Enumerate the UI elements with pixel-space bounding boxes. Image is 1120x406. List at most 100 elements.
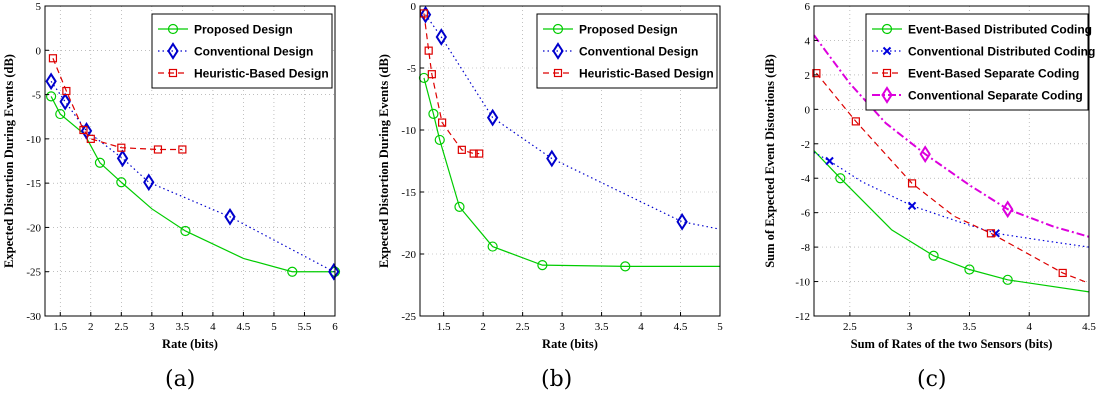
x-tick-label: 1.5 — [53, 321, 67, 333]
legend-marker — [882, 68, 892, 78]
data-point — [94, 157, 106, 168]
data-point — [435, 28, 448, 46]
x-tick-label: 3.5 — [175, 321, 189, 333]
series-line-1 — [423, 77, 720, 267]
data-point — [812, 69, 821, 78]
data-point — [991, 229, 1000, 238]
x-tick-label: 4 — [1026, 321, 1032, 333]
caption-b: (b) — [541, 367, 573, 392]
data-point — [835, 173, 846, 184]
chart-svg: 2.5 3 3.5 4 4.5 -12 -10 -8 -6 -4 -2 0 2 4 6 Sum of Rate… — [763, 1, 1096, 351]
series-line-4 — [813, 34, 1090, 238]
data-point — [986, 229, 996, 238]
data-point — [59, 92, 71, 111]
data-point — [62, 86, 71, 96]
y-tick-label: -8 — [801, 242, 811, 254]
data-point — [486, 108, 499, 127]
data-point — [1002, 200, 1014, 219]
series-markers-1 — [418, 72, 631, 272]
y-tick-label: 0 — [805, 104, 811, 116]
data-point — [825, 156, 834, 166]
data-point — [434, 134, 445, 146]
chart-panel-a: 1.5 2 2.5 3 3.5 4 4.5 5 5.5 6 -30 -25 -20 -15 -10 -5 0 5 R… — [0, 0, 375, 406]
series-markers-2 — [419, 5, 688, 231]
x-tick-label: 4.5 — [1082, 321, 1096, 333]
legend-marker — [552, 42, 564, 60]
y-tick-label: -10 — [795, 277, 810, 289]
x-tick-label: 5.5 — [298, 321, 312, 333]
series-markers-1 — [46, 91, 341, 277]
y-tick-label: -20 — [26, 222, 41, 234]
y-tick-label: -5 — [32, 90, 42, 102]
data-point — [153, 145, 163, 154]
x-tick-label: 2.5 — [843, 321, 857, 333]
y-axis-label: Expected Distortion During Events (dB) — [377, 54, 391, 268]
y-tick-label: -5 — [407, 63, 417, 75]
y-tick-label: -25 — [401, 311, 416, 323]
y-tick-label: 4 — [805, 35, 811, 47]
chart-panel-b: 1.5 2 2.5 3 3.5 4 4.5 5 -25 -20 -15 -10 -5 0 Rate (bit… — [375, 0, 750, 406]
y-tick-label: -15 — [26, 178, 41, 190]
data-point — [928, 250, 939, 261]
y-tick-label: 2 — [805, 70, 811, 82]
chart-svg: 1.5 2 2.5 3 3.5 4 4.5 5 5.5 6 -30 -25 -20 -15 -10 -5 0 5 R… — [2, 1, 341, 351]
legend: Proposed Design Conventional Design Heuris… — [151, 13, 333, 89]
series-line-3 — [52, 58, 183, 151]
y-tick-label: -12 — [795, 311, 810, 323]
legend: Event-Based Distributed Coding Convention… — [865, 13, 1095, 111]
data-point — [428, 108, 439, 119]
series-markers-3 — [48, 54, 187, 154]
data-point — [45, 72, 57, 91]
x-tick-label: 3 — [149, 321, 155, 333]
series-markers-3 — [419, 9, 484, 158]
y-tick-label: 0 — [36, 45, 42, 57]
legend-marker — [552, 23, 564, 35]
data-point — [143, 173, 155, 192]
x-tick-label: 5 — [271, 321, 277, 333]
data-point — [620, 261, 631, 272]
y-tick-label: -10 — [401, 125, 416, 137]
data-point — [537, 260, 548, 271]
data-point — [964, 264, 975, 275]
series-markers-4 — [919, 145, 1014, 219]
caption-a: (a) — [165, 367, 196, 392]
x-tick-label: 2.5 — [114, 321, 128, 333]
y-tick-label: -25 — [26, 267, 41, 279]
x-tick-label: 3 — [559, 321, 565, 333]
data-point — [328, 262, 340, 281]
x-tick-label: 2 — [88, 321, 94, 333]
y-tick-label: 0 — [411, 1, 417, 13]
y-tick-label: -15 — [401, 187, 416, 199]
data-point — [287, 266, 298, 277]
y-tick-label: -20 — [401, 249, 416, 261]
data-point — [457, 145, 466, 154]
legend-entry-label: Event-Based Separate Coding — [908, 67, 1079, 81]
x-tick-label: 1.5 — [437, 321, 451, 333]
legend-marker — [167, 23, 179, 35]
data-point — [438, 118, 447, 127]
x-tick-label: 4 — [638, 321, 644, 333]
y-tick-label: -4 — [801, 173, 811, 185]
data-point — [851, 117, 860, 126]
data-point — [86, 134, 95, 143]
x-tick-label: 3 — [907, 321, 913, 333]
data-point — [48, 54, 58, 63]
x-tick-label: 2.5 — [516, 321, 530, 333]
data-point — [117, 143, 126, 152]
legend-entry-label: Proposed Design — [194, 23, 293, 37]
data-point — [1002, 274, 1013, 285]
x-axis-label: Sum of Rates of the two Sensors (bits) — [851, 337, 1053, 351]
series-line-2 — [813, 151, 1090, 248]
data-point — [424, 46, 433, 55]
series-markers-2 — [825, 156, 1000, 238]
caption-c: (c) — [917, 367, 947, 392]
data-point — [907, 201, 917, 210]
axes-frame — [813, 5, 1090, 317]
data-point — [919, 145, 931, 163]
data-point — [418, 72, 430, 84]
x-tick-label: 6 — [332, 321, 338, 333]
axes-frame — [44, 5, 336, 317]
data-point — [907, 179, 917, 188]
legend-entry-label: Proposed Design — [579, 23, 678, 37]
data-point — [676, 212, 688, 231]
